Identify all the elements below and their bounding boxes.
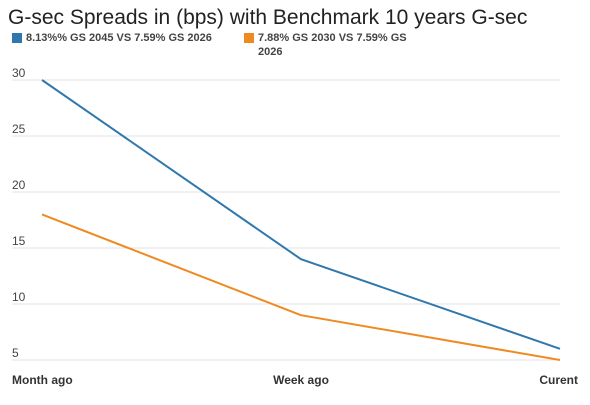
legend-label-series-1: 8.13%% GS 2045 VS 7.59% GS 2026 xyxy=(26,32,212,44)
x-tick-label-1: Month ago xyxy=(12,373,73,387)
legend-swatch-series-1 xyxy=(12,33,22,43)
legend: 8.13%% GS 2045 VS 7.59% GS 2026 7.88% GS… xyxy=(12,31,482,61)
y-tick-label-30: 30 xyxy=(12,66,26,80)
y-tick-label-15: 15 xyxy=(12,234,26,248)
legend-swatch-series-2 xyxy=(244,33,254,43)
x-tick-label-2: Week ago xyxy=(273,373,329,387)
y-tick-label-25: 25 xyxy=(12,122,26,136)
chart-title: G-sec Spreads in (bps) with Benchmark 10… xyxy=(8,6,528,29)
y-tick-label-10: 10 xyxy=(12,290,26,304)
legend-item-series-1[interactable]: 8.13%% GS 2045 VS 7.59% GS 2026 xyxy=(12,31,242,45)
y-tick-label-20: 20 xyxy=(12,178,26,192)
series-line-2 xyxy=(41,213,561,361)
legend-item-series-2[interactable]: 7.88% GS 2030 VS 7.59% GS 2026 xyxy=(244,31,429,59)
series-line-1 xyxy=(41,79,561,350)
x-tick-label-3: Curent xyxy=(539,373,578,387)
y-tick-label-5: 5 xyxy=(12,346,19,360)
legend-label-series-2: 7.88% GS 2030 VS 7.59% GS 2026 xyxy=(258,32,407,58)
